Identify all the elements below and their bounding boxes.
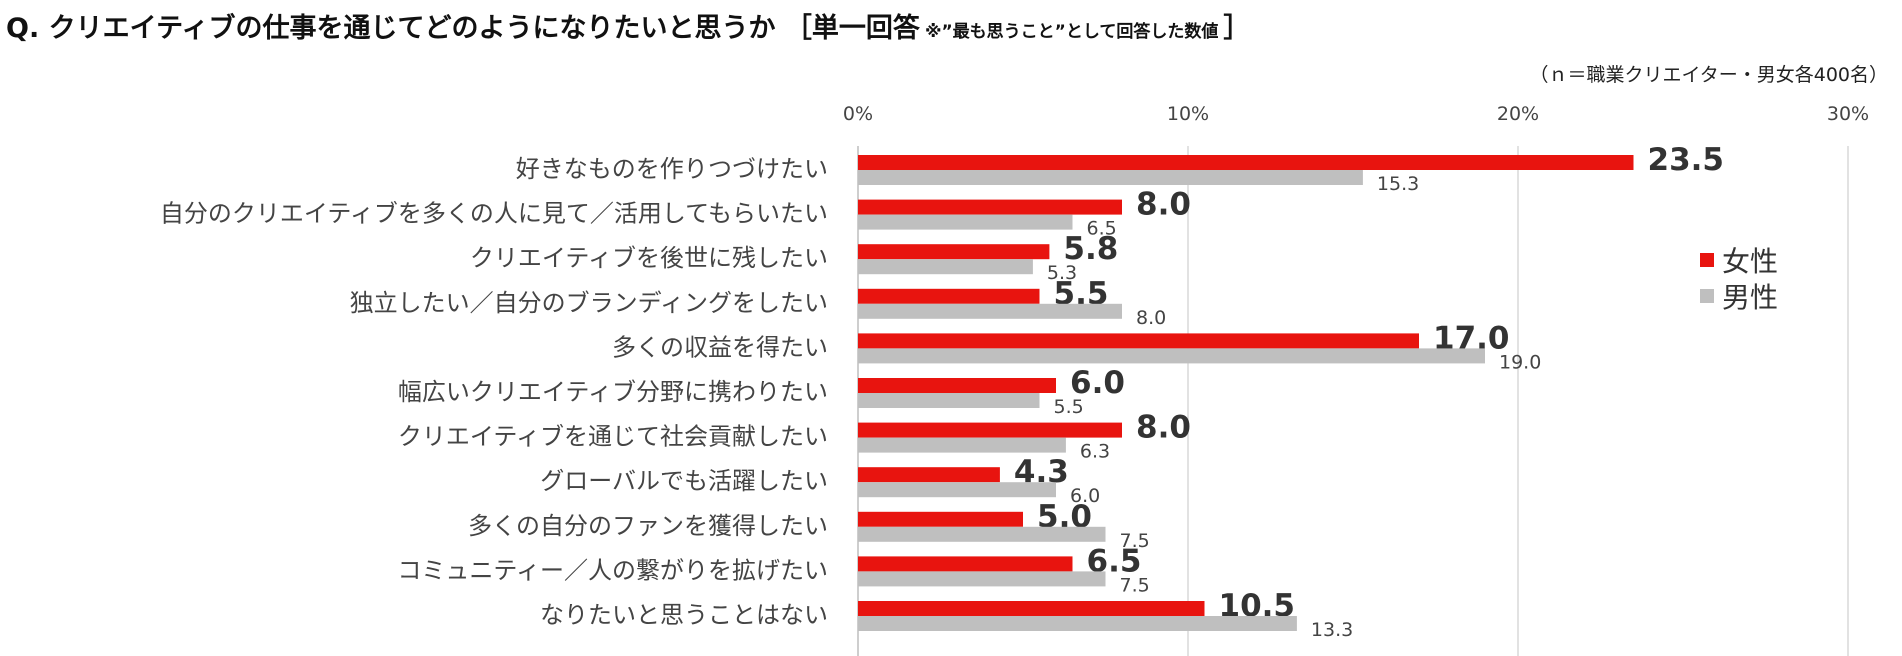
category-label: 多くの収益を得たい — [612, 333, 828, 361]
data-label-male: 8.0 — [1136, 307, 1166, 329]
data-label-male: 7.5 — [1120, 574, 1150, 596]
bar-female — [858, 422, 1122, 438]
data-label-male: 15.3 — [1377, 173, 1419, 195]
bar-male — [858, 214, 1073, 230]
legend-item-male: 男性 — [1700, 278, 1778, 314]
data-label-female: 5.8 — [1063, 231, 1118, 267]
category-label: コミュニティー／人の繋がりを拡げたい — [397, 556, 828, 584]
bar-male — [858, 482, 1056, 498]
category-label: なりたいと思うことはない — [540, 601, 828, 629]
bar-male — [858, 526, 1106, 542]
x-tick-label: 0% — [843, 103, 873, 125]
category-label: 自分のクリエイティブを多くの人に見て／活用してもらいたい — [160, 200, 828, 228]
legend-item-female: 女性 — [1700, 242, 1778, 278]
data-label-male: 13.3 — [1311, 619, 1353, 641]
data-label-male: 5.3 — [1047, 262, 1077, 284]
x-tick-label: 10% — [1167, 103, 1209, 125]
data-label-female: 23.5 — [1648, 142, 1725, 178]
bar-male — [858, 259, 1033, 275]
sample-size-note: （ｎ＝職業クリエイター・男女各400名） — [1529, 64, 1888, 86]
legend: 女性 男性 — [1700, 242, 1778, 314]
data-label-male: 6.0 — [1070, 485, 1100, 507]
x-tick-label: 30% — [1827, 103, 1869, 125]
bar-female — [858, 199, 1122, 215]
bar-male — [858, 437, 1066, 453]
bar-female — [858, 155, 1634, 170]
data-label-male: 6.3 — [1080, 441, 1110, 463]
chart-title-close: ］ — [1223, 13, 1251, 44]
legend-swatch-male — [1700, 289, 1714, 303]
chart-title-main: Q. クリエイティブの仕事を通じてどのようになりたいと思うか ［単一回答 — [6, 13, 920, 44]
data-label-male: 5.5 — [1054, 396, 1084, 418]
legend-swatch-female — [1700, 253, 1714, 267]
bar-male — [858, 393, 1040, 408]
legend-label-male: 男性 — [1722, 281, 1779, 314]
category-label: 好きなものを作りつづけたい — [516, 155, 828, 183]
category-label: 幅広いクリエイティブ分野に携わりたい — [398, 378, 828, 406]
bar-male — [858, 616, 1297, 631]
chart-title-note: ※”最も思うこと”として回答した数値 — [924, 22, 1219, 42]
legend-label-female: 女性 — [1722, 245, 1779, 278]
bar-female — [858, 601, 1205, 616]
data-label-female: 8.0 — [1136, 187, 1191, 223]
category-label: クリエイティブを後世に残したい — [470, 244, 828, 272]
bar-female — [858, 378, 1056, 393]
bar-female — [858, 467, 1000, 483]
category-label: 多くの自分のファンを獲得したい — [468, 512, 828, 540]
x-tick-label: 20% — [1497, 103, 1539, 125]
bar-female — [858, 288, 1040, 304]
bar-female — [858, 556, 1073, 572]
category-label: 独立したい／自分のブランディングをしたい — [350, 289, 828, 317]
data-label-male: 19.0 — [1499, 351, 1541, 373]
category-label: グローバルでも活躍したい — [540, 467, 828, 495]
bar-male — [858, 571, 1106, 587]
bar-female — [858, 511, 1023, 527]
bar-male — [858, 303, 1122, 319]
data-label-male: 6.5 — [1087, 218, 1117, 240]
data-label-female: 6.0 — [1070, 365, 1125, 401]
category-label: クリエイティブを通じて社会貢献したい — [398, 423, 828, 451]
chart-title: Q. クリエイティブの仕事を通じてどのようになりたいと思うか ［単一回答 ※”最… — [6, 6, 1250, 46]
bar-female — [858, 333, 1419, 349]
data-label-female: 8.0 — [1136, 410, 1191, 446]
bar-male — [858, 348, 1485, 364]
bar-female — [858, 244, 1050, 260]
data-label-male: 7.5 — [1120, 530, 1150, 552]
bar-male — [858, 170, 1363, 185]
